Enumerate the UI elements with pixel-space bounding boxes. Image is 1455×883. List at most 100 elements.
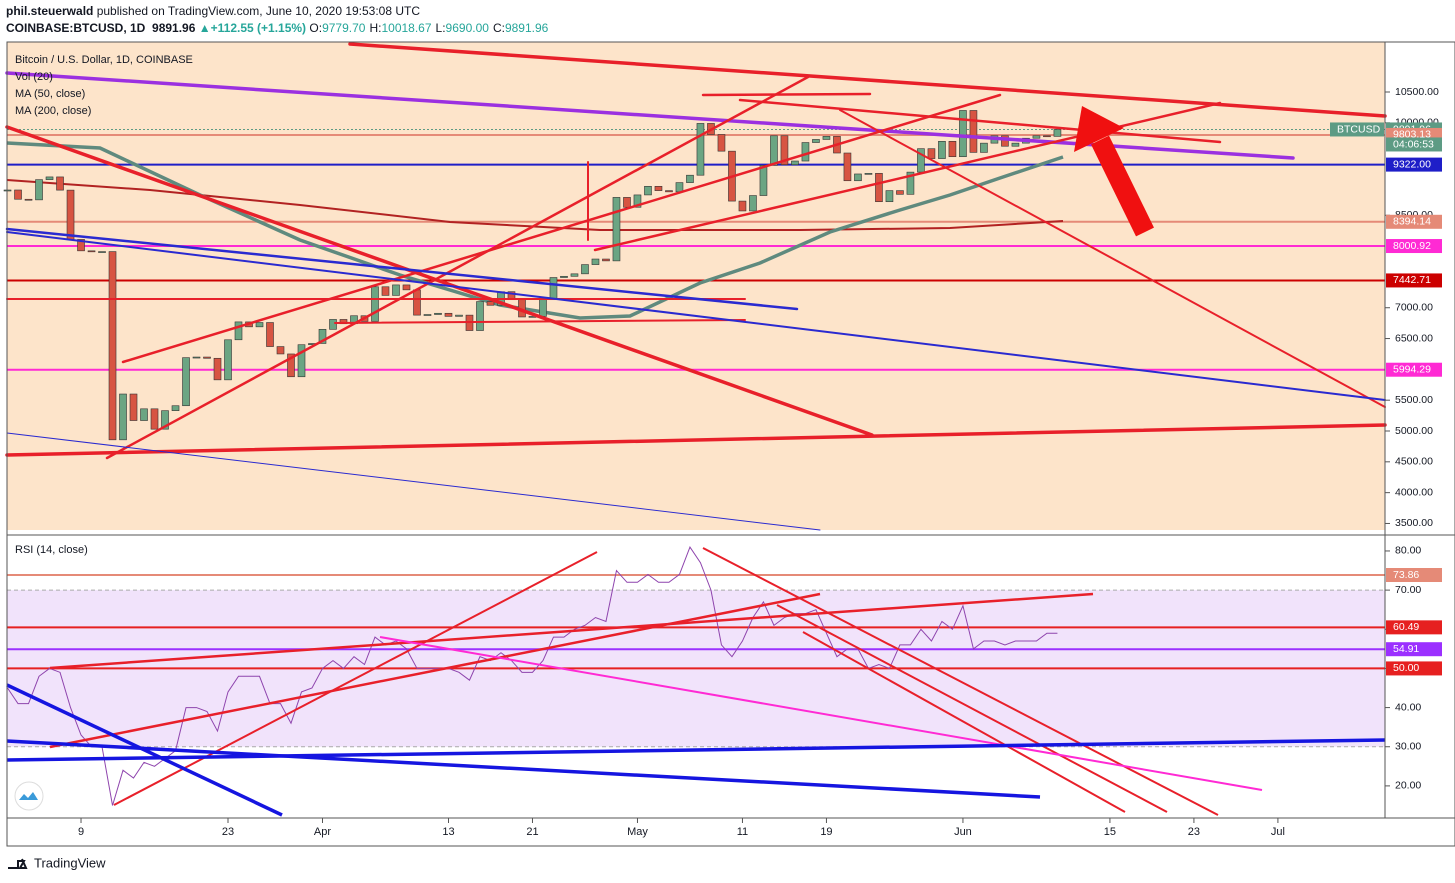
countdown-tag [1386, 137, 1442, 152]
ohlc-key: L: [435, 21, 446, 35]
candle [161, 410, 169, 430]
y-tick-label: 4000.00 [1395, 486, 1433, 498]
candle [906, 171, 915, 195]
indicator-label: MA (50, close) [15, 88, 85, 100]
trend-line [49, 592, 821, 749]
y-tick-label: 80.00 [1395, 545, 1421, 557]
level-label: 7442.71 [1393, 274, 1431, 286]
trend-line [379, 636, 1263, 791]
level-tag [1386, 620, 1442, 635]
chart-title: Bitcoin / U.S. Dollar, 1D, COINBASE [15, 54, 193, 66]
candle [686, 174, 694, 183]
x-tick-label: Apr [314, 826, 331, 838]
candle [1053, 129, 1062, 137]
candle [276, 346, 285, 355]
candle [171, 405, 180, 411]
candle [843, 152, 852, 182]
y-tick-label: 70.00 [1395, 584, 1421, 596]
candle [780, 135, 789, 166]
level-label: 5994.29 [1393, 364, 1431, 376]
y-tick-label: 20.00 [1395, 780, 1421, 792]
candle [371, 286, 379, 322]
trend-line [839, 109, 1386, 408]
last-price: 9891.96 [152, 21, 196, 35]
candle [570, 273, 579, 277]
symbol-tag [1330, 122, 1384, 137]
level-label: 60.49 [1393, 621, 1419, 633]
trend-line [113, 551, 598, 806]
level-tag [1386, 362, 1442, 377]
candle [14, 189, 22, 200]
symbol-label: BTCUSD [1337, 123, 1381, 135]
candle [35, 179, 43, 201]
x-tick-label: 21 [526, 826, 538, 838]
candle [738, 200, 747, 212]
trend-line [802, 631, 1126, 813]
candle [791, 160, 799, 166]
candle [255, 322, 264, 328]
candle [402, 284, 411, 291]
candle [413, 289, 421, 316]
ma-50 [6, 141, 1064, 320]
published: published on TradingView.com, June 10, 2… [96, 4, 421, 18]
candle [381, 286, 390, 296]
arrow-head [1074, 106, 1124, 152]
candle [140, 408, 148, 421]
trend-line [5, 423, 1387, 457]
trend-line [49, 592, 1094, 670]
trend-line [105, 75, 810, 460]
ohlc-key: H: [369, 21, 382, 35]
indicator-label: MA (200, close) [15, 105, 91, 117]
y-tick-label: 5000.00 [1395, 425, 1433, 437]
candle [192, 356, 201, 359]
candle [87, 250, 96, 253]
logo-button[interactable] [14, 781, 44, 811]
candle [119, 393, 127, 441]
candle [1043, 135, 1051, 138]
ohlc-value: 9690.00 [445, 21, 489, 35]
symbol: COINBASE:BTCUSD, 1D [6, 21, 146, 35]
trend-line [5, 227, 799, 311]
candle [392, 284, 400, 296]
candle [98, 251, 106, 253]
candle [623, 197, 631, 208]
candle [434, 312, 442, 315]
candle [444, 312, 453, 317]
x-tick-label: 13 [442, 826, 454, 838]
frame [6, 41, 1455, 847]
candle [45, 176, 54, 180]
candle [539, 299, 547, 317]
up-arrow: ▲ [198, 21, 211, 35]
x-tick-label: 9 [78, 826, 84, 838]
change: +112.55 (+1.15%) [210, 21, 307, 35]
candle [969, 110, 978, 153]
level-label: 73.86 [1393, 569, 1419, 581]
candle [549, 277, 558, 301]
level-tag [1386, 273, 1442, 288]
level-tag [1386, 214, 1442, 229]
candle [1032, 135, 1041, 139]
ohlc: O:9779.70 H:10018.67 L:9690.00 C:9891.96 [309, 21, 552, 35]
x-tick-label: 15 [1104, 826, 1116, 838]
candle [749, 195, 757, 212]
candle [822, 136, 831, 140]
arrow-shaft [1091, 135, 1154, 237]
trend-line [776, 604, 1168, 813]
candle [266, 322, 274, 347]
y-tick-label: 10500.00 [1395, 86, 1439, 98]
ohlc-value: 9891.96 [504, 21, 549, 35]
candle [77, 239, 85, 252]
level-label: 54.91 [1393, 643, 1419, 655]
header-line: COINBASE:BTCUSD, 1D 9891.96 ▲+112.55 (+1… [6, 20, 552, 37]
candle [455, 314, 463, 317]
candle [129, 393, 138, 421]
ohlc-value: 9779.70 [322, 21, 366, 35]
ohlc-value: 10018.67 [381, 21, 432, 35]
header-line: phil.steuerwald published on TradingView… [6, 3, 552, 20]
candle [423, 314, 432, 316]
y-tick-label: 5500.00 [1395, 394, 1433, 406]
candle [108, 251, 117, 441]
candle [759, 165, 768, 196]
top-layer: 3500.00 4000.00 4500.00 5000.00 5500.00 6500.… [78, 86, 1442, 838]
trend-line [6, 738, 1386, 762]
